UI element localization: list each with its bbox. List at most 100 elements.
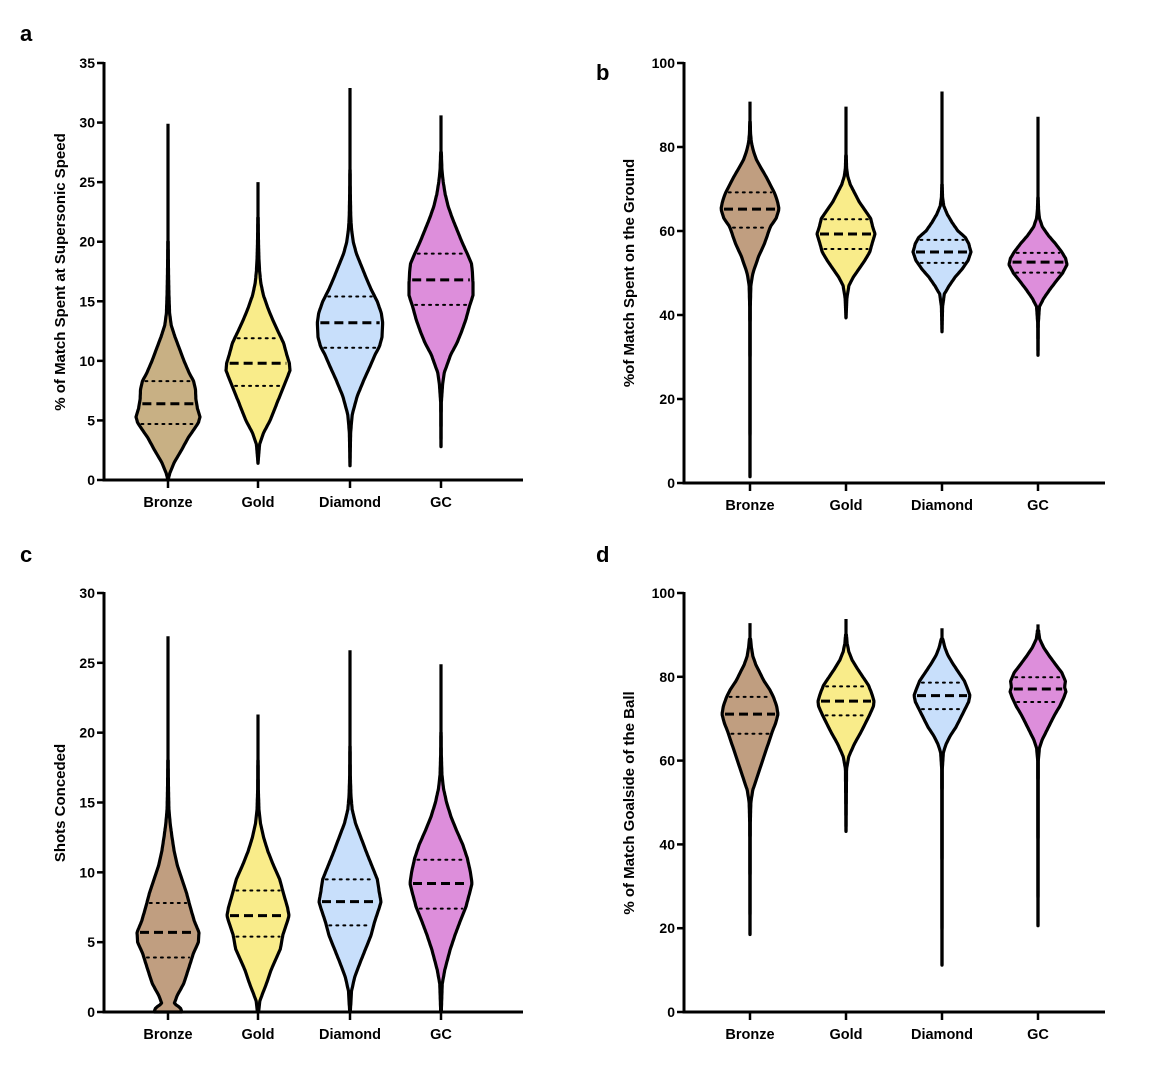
violin-gc: [407, 115, 475, 449]
violin-gold: [816, 618, 876, 833]
violin-bronze: [134, 123, 202, 482]
y-tick-label: 100: [652, 585, 676, 601]
violin-gold: [225, 714, 291, 1014]
axes-a: [102, 62, 523, 482]
violin-body: [225, 759, 291, 1014]
violin-diamond: [912, 628, 972, 967]
violins-b: [719, 91, 1069, 479]
x-tick-label: GC: [430, 495, 452, 511]
violin-body: [911, 183, 973, 334]
y-tick-label: 15: [79, 795, 95, 811]
y-tick-label: 0: [87, 472, 95, 488]
panel-label-d: d: [596, 542, 609, 567]
y-tick-label: 20: [79, 725, 95, 741]
y-ticks-b: 0 20 40 60 80 100: [652, 55, 684, 491]
x-tick-label: Bronze: [143, 495, 192, 511]
y-tick-label: 100: [652, 55, 676, 71]
violin-diamond: [911, 91, 973, 334]
violin-bronze: [720, 623, 780, 937]
y-tick-label: 25: [79, 174, 95, 190]
x-tick-label: Diamond: [319, 495, 381, 511]
violin-bronze: [719, 101, 781, 479]
y-ticks-c: 0 5 10 15 20 25 30: [79, 585, 104, 1020]
y-tick-label: 15: [79, 293, 95, 309]
y-tick-label: 60: [659, 753, 675, 769]
y-tick-label: 80: [659, 669, 675, 685]
x-categories-a: Bronze Gold Diamond GC: [143, 480, 452, 511]
x-tick-label: Gold: [241, 495, 274, 511]
violin-body: [134, 240, 202, 482]
violin-body: [408, 731, 474, 1014]
axes-c: [102, 592, 523, 1014]
violin-body: [315, 168, 385, 468]
y-ticks-d: 0 20 40 60 80 100: [652, 585, 684, 1020]
x-categories-d: Bronze Gold Diamond GC: [725, 1012, 1049, 1043]
violins-d: [720, 618, 1068, 967]
y-axis-title-b: %of Match Spent on the Ground: [621, 159, 638, 387]
x-categories-b: Bronze Gold Diamond GC: [725, 483, 1049, 514]
violin-gc: [408, 664, 474, 1014]
panel-b: b %of Match Spent on the Ground 0 20 40 60 8…: [596, 55, 1105, 514]
y-tick-label: 35: [79, 55, 95, 71]
panel-a: a % of Match Spent at Supersonic Speed 0…: [20, 21, 523, 511]
x-tick-label: Diamond: [911, 498, 973, 514]
y-tick-label: 60: [659, 223, 675, 239]
x-tick-label: Gold: [829, 498, 862, 514]
panel-d: d % of Match Goalside of the Ball 0 20 40 6…: [596, 542, 1105, 1043]
y-tick-label: 5: [87, 934, 95, 950]
y-tick-label: 40: [659, 836, 675, 852]
violin-diamond: [315, 88, 385, 468]
x-tick-label: Diamond: [319, 1027, 381, 1043]
violin-body: [815, 153, 877, 320]
violin-diamond: [317, 650, 383, 1014]
y-tick-label: 80: [659, 139, 675, 155]
y-tick-label: 30: [79, 115, 95, 131]
y-tick-label: 10: [79, 864, 95, 880]
panel-label-c: c: [20, 542, 32, 567]
x-tick-label: GC: [1027, 498, 1049, 514]
y-axis-title-d: % of Match Goalside of the Ball: [621, 691, 638, 914]
violins-a: [134, 88, 475, 482]
x-tick-label: Gold: [241, 1027, 274, 1043]
panel-label-a: a: [20, 21, 33, 46]
violin-body: [135, 759, 201, 1014]
x-tick-label: GC: [430, 1027, 452, 1043]
violin-gc: [1008, 624, 1068, 928]
y-tick-label: 25: [79, 655, 95, 671]
violin-body: [912, 637, 972, 967]
violin-gold: [224, 182, 292, 465]
violin-body: [720, 637, 780, 937]
violin-bronze: [135, 636, 201, 1014]
x-categories-c: Bronze Gold Diamond GC: [143, 1012, 452, 1043]
y-tick-label: 10: [79, 353, 95, 369]
x-tick-label: Bronze: [725, 498, 774, 514]
panel-c: c Shots Conceded 0 5 10 15 20 25 30 Bronze Gold…: [20, 542, 523, 1043]
x-tick-label: Bronze: [143, 1027, 192, 1043]
panel-label-b: b: [596, 60, 609, 85]
violins-c: [135, 636, 474, 1014]
violin-body: [317, 745, 383, 1014]
x-tick-label: GC: [1027, 1027, 1049, 1043]
y-ticks-a: 0 5 10 15 20 25 30 35: [79, 55, 104, 488]
y-tick-label: 20: [659, 920, 675, 936]
y-tick-label: 0: [87, 1004, 95, 1020]
violin-body: [719, 120, 781, 479]
y-tick-label: 40: [659, 307, 675, 323]
violin-body: [1008, 629, 1068, 928]
y-tick-label: 30: [79, 585, 95, 601]
y-axis-title-c: Shots Conceded: [52, 744, 69, 862]
violin-body: [1007, 195, 1069, 357]
y-tick-label: 20: [659, 391, 675, 407]
y-tick-label: 0: [667, 475, 675, 491]
violin-body: [407, 150, 475, 449]
axes-d: [682, 592, 1105, 1014]
y-axis-title-a: % of Match Spent at Supersonic Speed: [52, 133, 69, 411]
x-tick-label: Gold: [829, 1027, 862, 1043]
violin-gold: [815, 106, 877, 320]
violin-body: [816, 633, 876, 833]
y-tick-label: 0: [667, 1004, 675, 1020]
axes-b: [682, 62, 1105, 485]
violin-body: [224, 216, 292, 465]
y-tick-label: 5: [87, 412, 95, 428]
